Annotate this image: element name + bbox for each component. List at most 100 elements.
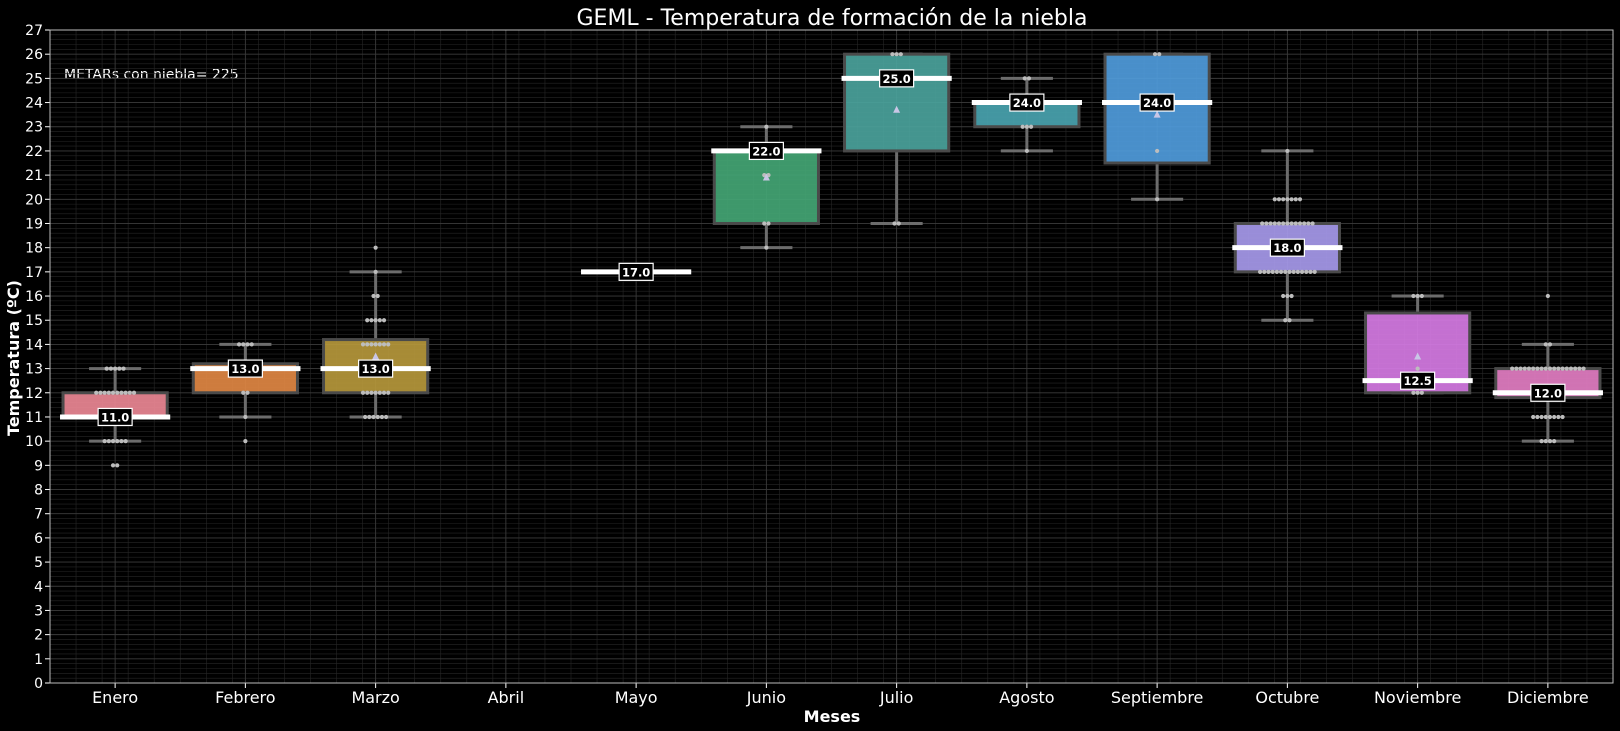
data-point bbox=[377, 342, 382, 347]
data-point bbox=[1297, 197, 1303, 202]
median-label-box bbox=[358, 359, 394, 378]
data-point bbox=[1020, 124, 1025, 129]
median-labels: 11.0 13.0 13.0 17.0 22.0 25.0 24.0 24.0 18.0 12.5… bbox=[97, 69, 1566, 427]
data-point bbox=[766, 221, 771, 226]
data-point bbox=[1510, 366, 1515, 371]
data-point bbox=[106, 390, 111, 395]
median-label-mayo: 17.0 bbox=[618, 262, 654, 281]
data-point bbox=[123, 439, 128, 444]
data-point bbox=[1543, 342, 1548, 347]
y-tick-label: 3 bbox=[34, 603, 43, 619]
data-point bbox=[1285, 197, 1290, 202]
data-point bbox=[1556, 414, 1561, 420]
data-point bbox=[1022, 76, 1027, 81]
data-point bbox=[375, 414, 380, 420]
median-label-box bbox=[1400, 371, 1436, 390]
data-point bbox=[1293, 197, 1298, 202]
data-point bbox=[373, 342, 378, 347]
data-point bbox=[373, 390, 378, 395]
data-point bbox=[371, 414, 376, 420]
data-point bbox=[386, 342, 391, 347]
data-point bbox=[115, 463, 120, 468]
grid bbox=[49, 29, 1614, 684]
chart-annotation: METARs con niebla= 225 bbox=[64, 67, 239, 83]
data-point bbox=[1581, 366, 1586, 371]
data-point bbox=[110, 439, 116, 444]
data-point bbox=[1531, 366, 1536, 371]
data-point bbox=[1419, 390, 1424, 395]
mean-marker bbox=[372, 352, 380, 360]
mean-marker bbox=[893, 105, 901, 113]
data-point bbox=[365, 342, 370, 347]
y-tick-label: 19 bbox=[25, 216, 43, 232]
data-point bbox=[1539, 439, 1544, 444]
data-point bbox=[245, 390, 250, 395]
data-point bbox=[1573, 366, 1578, 371]
y-tick-label: 17 bbox=[25, 265, 43, 281]
median-label-text: 24.0 bbox=[1143, 96, 1171, 110]
data-point bbox=[1547, 342, 1553, 347]
data-point bbox=[1514, 366, 1519, 371]
data-point bbox=[1293, 221, 1298, 226]
chart-title: GEML - Temperatura de formación de la ni… bbox=[577, 6, 1088, 31]
data-point bbox=[371, 293, 376, 299]
data-point bbox=[1547, 366, 1553, 371]
data-point bbox=[1281, 293, 1286, 299]
y-tick-label: 0 bbox=[34, 676, 43, 692]
data-point bbox=[373, 318, 378, 323]
x-tick-label-julio: Julio bbox=[879, 688, 914, 707]
y-tick-label: 20 bbox=[25, 192, 43, 208]
data-point bbox=[894, 52, 899, 57]
x-tick-label-marzo: Marzo bbox=[351, 688, 399, 707]
y-tick-label: 24 bbox=[25, 96, 43, 112]
data-point bbox=[1302, 221, 1307, 226]
data-point bbox=[1552, 366, 1557, 371]
data-point bbox=[113, 366, 118, 371]
median-label-text: 24.0 bbox=[1013, 96, 1041, 110]
data-point bbox=[384, 414, 389, 420]
data-point bbox=[1539, 366, 1544, 371]
median-label-text: 13.0 bbox=[361, 362, 389, 376]
data-point bbox=[1568, 366, 1574, 371]
data-point bbox=[1281, 221, 1286, 226]
data-point bbox=[1026, 76, 1032, 81]
data-point bbox=[363, 414, 368, 420]
data-point bbox=[386, 390, 391, 395]
data-point bbox=[764, 245, 769, 250]
y-tick-label: 12 bbox=[25, 386, 43, 402]
data-point bbox=[1157, 52, 1162, 57]
median-label-box bbox=[97, 407, 133, 427]
data-point bbox=[1522, 366, 1527, 371]
data-point bbox=[1518, 366, 1523, 371]
data-point bbox=[1287, 318, 1292, 323]
data-point bbox=[1556, 366, 1561, 371]
data-point bbox=[1304, 269, 1309, 274]
data-point bbox=[1278, 269, 1284, 274]
median-label-septiembre: 24.0 bbox=[1139, 93, 1175, 112]
y-tick-label: 22 bbox=[25, 144, 43, 160]
median-label-text: 25.0 bbox=[882, 72, 910, 86]
median-label-noviembre: 12.5 bbox=[1400, 371, 1436, 390]
y-tick-label: 25 bbox=[25, 71, 43, 87]
x-tick-label-febrero: Febrero bbox=[215, 688, 275, 707]
data-point bbox=[1270, 269, 1275, 274]
data-point bbox=[365, 390, 370, 395]
data-point bbox=[1266, 269, 1271, 274]
x-axis-label: Meses bbox=[804, 707, 861, 726]
data-point bbox=[1276, 221, 1282, 226]
data-point bbox=[106, 439, 111, 444]
data-point bbox=[764, 124, 769, 129]
data-point bbox=[243, 439, 248, 444]
data-point bbox=[115, 439, 120, 444]
data-point bbox=[1264, 221, 1269, 226]
data-point bbox=[1281, 197, 1286, 202]
data-point bbox=[108, 366, 114, 371]
x-tick-label-noviembre: Noviembre bbox=[1374, 688, 1461, 707]
data-point bbox=[1274, 269, 1279, 274]
x-tick-label-octubre: Octubre bbox=[1255, 688, 1319, 707]
data-point bbox=[1285, 293, 1290, 299]
data-point bbox=[1312, 269, 1317, 274]
y-tick-label: 2 bbox=[34, 628, 43, 644]
data-point bbox=[1545, 293, 1550, 299]
